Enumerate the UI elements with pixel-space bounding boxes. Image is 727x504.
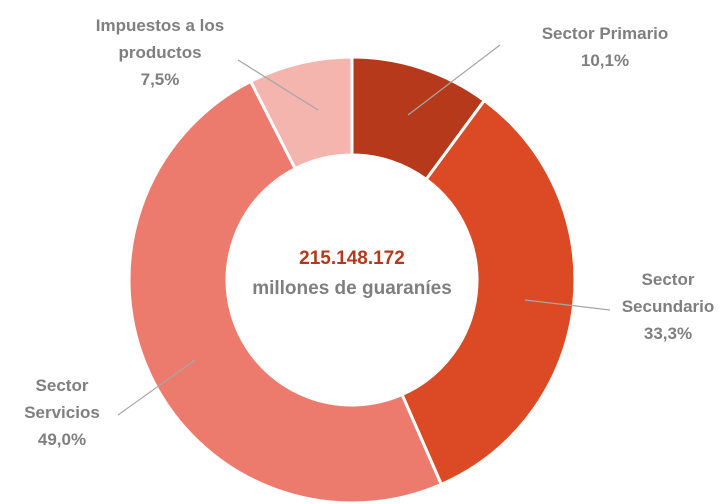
- category-label: Sector Servicios: [24, 376, 100, 422]
- donut-slice: [400, 98, 577, 487]
- value-label: 33,3%: [643, 324, 693, 343]
- value-label: 7,5%: [140, 70, 180, 89]
- leader-line: [524, 299, 611, 311]
- center-text: millones de guaraníes: [252, 278, 452, 299]
- data-label: Sector Primario 10,1%: [505, 20, 705, 74]
- category-label: Sector Secundario: [621, 270, 715, 316]
- leader-line: [117, 359, 196, 416]
- value-label: 49,0%: [37, 430, 87, 449]
- data-label: Sector Secundario 33,3%: [598, 266, 727, 347]
- center-label: 215.148.172 millones de guaraníes: [252, 244, 452, 304]
- leader-line: [407, 44, 501, 116]
- leader-line: [237, 59, 319, 111]
- donut-slice: [248, 55, 354, 171]
- data-label: Sector Servicios 49,0%: [2, 372, 122, 453]
- category-label: Impuestos a los productos: [95, 16, 225, 62]
- center-value: 215.148.172: [299, 248, 405, 269]
- data-label: Impuestos a los productos 7,5%: [60, 12, 260, 93]
- donut-slice: [127, 79, 444, 504]
- category-label: Sector Primario: [541, 24, 669, 43]
- value-label: 10,1%: [580, 51, 630, 70]
